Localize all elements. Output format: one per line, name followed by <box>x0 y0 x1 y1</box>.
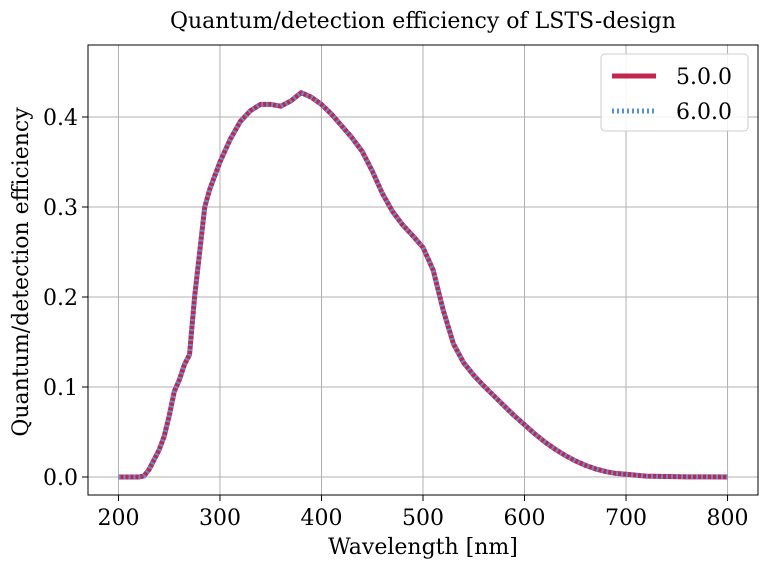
y-tick-label: 0.0 <box>43 466 78 491</box>
x-tick-label: 400 <box>300 506 342 531</box>
legend: 5.0.0 6.0.0 <box>600 53 749 132</box>
y-axis: 0.0 0.1 0.2 0.3 0.4 <box>43 106 88 491</box>
x-tick-label: 600 <box>504 506 546 531</box>
y-tick-label: 0.1 <box>43 376 78 401</box>
y-axis-label: Quantum/detection efficiency <box>9 107 34 437</box>
x-tick-label: 500 <box>402 506 444 531</box>
series-layer <box>118 90 728 480</box>
y-tick-label: 0.4 <box>43 106 78 131</box>
x-tick-label: 300 <box>199 506 241 531</box>
legend-label-5-0-0: 5.0.0 <box>676 65 732 90</box>
x-axis-label: Wavelength [nm] <box>328 535 518 560</box>
legend-label-6-0-0: 6.0.0 <box>676 100 732 125</box>
y-tick-label: 0.3 <box>43 196 78 221</box>
x-tick-label: 700 <box>605 506 647 531</box>
x-tick-label: 800 <box>707 506 749 531</box>
series-line-6-0-0 <box>118 90 728 480</box>
x-axis: 200 300 400 500 600 700 800 <box>97 495 749 531</box>
chart-title: Quantum/detection efficiency of LSTS-des… <box>170 9 676 34</box>
x-tick-label: 200 <box>97 506 139 531</box>
y-tick-label: 0.2 <box>43 286 78 311</box>
